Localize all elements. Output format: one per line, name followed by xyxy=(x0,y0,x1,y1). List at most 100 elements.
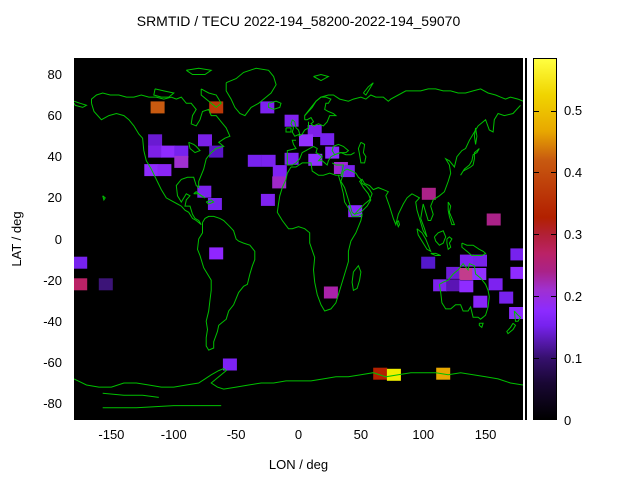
data-point xyxy=(299,134,313,147)
colorbar-tick-mark xyxy=(534,296,539,298)
x-tick-label: 150 xyxy=(474,427,497,442)
x-axis-label: LON / deg xyxy=(268,457,329,472)
colorbar-tick-label: 0 xyxy=(564,412,572,428)
data-point xyxy=(386,368,401,381)
data-point xyxy=(261,154,276,167)
data-point xyxy=(446,266,461,279)
x-tick-label: -50 xyxy=(226,427,246,442)
coastline-path xyxy=(461,242,487,256)
y-tick-label: 0 xyxy=(54,231,62,247)
y-tick-label: -80 xyxy=(43,396,62,412)
chart-title: SRMTID / TECU 2022-194_58200-2022-194_59… xyxy=(136,13,461,29)
data-point xyxy=(488,278,503,291)
y-tick-label: 80 xyxy=(47,66,62,82)
y-tick-label: -20 xyxy=(43,272,62,288)
coastline-path xyxy=(331,143,350,156)
coastline-path xyxy=(478,322,484,329)
data-point xyxy=(421,187,436,200)
colorbar-gradient xyxy=(534,59,556,419)
coastline-path xyxy=(268,100,282,110)
coastline-path xyxy=(193,191,206,199)
colorbar-tick-label: 0.4 xyxy=(564,164,583,180)
data-point xyxy=(473,295,488,308)
coastline-path xyxy=(290,119,301,137)
data-point xyxy=(307,125,322,137)
data-point xyxy=(272,176,287,189)
colorbar-tick-label: 0.2 xyxy=(564,288,583,304)
coastline-path xyxy=(396,220,401,228)
colorbar-tick-mark xyxy=(551,296,556,298)
colorbar-tick-mark xyxy=(534,234,539,236)
coastline-path xyxy=(304,88,523,116)
data-point xyxy=(174,145,189,158)
data-point xyxy=(157,164,172,177)
y-tick-label: -40 xyxy=(43,313,62,329)
coastline-path xyxy=(188,141,201,154)
colorbar-tick-mark xyxy=(551,110,556,112)
y-tick-label: 20 xyxy=(47,190,62,206)
coastline-path xyxy=(276,162,363,312)
data-point xyxy=(510,266,523,279)
y-tick-label: 40 xyxy=(47,149,62,165)
coastline-path xyxy=(225,67,277,117)
data-point xyxy=(284,152,299,165)
data-point xyxy=(197,185,212,198)
coastline-path xyxy=(91,92,231,225)
coastline-path xyxy=(102,195,106,202)
data-point xyxy=(446,279,461,292)
coastline-path xyxy=(205,199,215,205)
y-tick-label: -60 xyxy=(43,354,62,370)
coastline-path xyxy=(447,201,456,226)
data-point xyxy=(272,165,287,178)
x-tick-label: -150 xyxy=(98,427,125,442)
coastline-path xyxy=(286,139,355,166)
data-point xyxy=(198,134,212,147)
colorbar-tick-mark xyxy=(534,172,539,174)
coastline-path xyxy=(285,127,292,133)
data-point xyxy=(459,268,474,280)
coastline-path xyxy=(102,405,222,409)
coastline-path xyxy=(357,141,367,164)
coastline-path xyxy=(196,215,256,351)
colorbar-tick-label: 0.3 xyxy=(564,226,583,242)
coastline-path xyxy=(74,100,88,108)
data-point xyxy=(325,146,340,159)
data-point xyxy=(421,256,436,269)
colorbar-tick-mark xyxy=(551,172,556,174)
data-point xyxy=(486,213,501,226)
colorbar-tick-mark xyxy=(551,358,556,360)
data-point xyxy=(174,155,189,168)
plot-right-border xyxy=(525,58,527,420)
coastline-path xyxy=(304,96,338,127)
data-point xyxy=(209,145,224,158)
coastline-path xyxy=(313,73,330,82)
data-point xyxy=(222,358,237,371)
coastline-path xyxy=(186,67,213,75)
data-point xyxy=(148,134,163,147)
coastline-path xyxy=(433,230,447,246)
coastline-path xyxy=(102,392,159,398)
coastline-path xyxy=(153,88,175,98)
coastline-path xyxy=(340,168,373,215)
data-point xyxy=(323,286,338,299)
coastline-path xyxy=(200,88,222,109)
data-point xyxy=(473,254,487,267)
coastline-path xyxy=(460,148,480,176)
coastline-path xyxy=(506,322,517,335)
world-map-svg xyxy=(74,67,523,409)
coastline-path xyxy=(416,228,432,253)
map-plot-area xyxy=(74,58,523,420)
data-point xyxy=(499,291,514,304)
coastline-path xyxy=(430,252,441,256)
x-tick-label: 100 xyxy=(412,427,435,442)
data-point xyxy=(148,145,163,158)
data-point xyxy=(260,193,275,206)
coastline-path xyxy=(438,262,490,320)
coastline-path xyxy=(298,121,309,137)
data-point xyxy=(98,278,113,291)
coastline-path xyxy=(351,264,362,292)
data-point xyxy=(161,145,176,158)
data-point xyxy=(209,247,224,260)
y-tick-label: 60 xyxy=(47,108,62,124)
